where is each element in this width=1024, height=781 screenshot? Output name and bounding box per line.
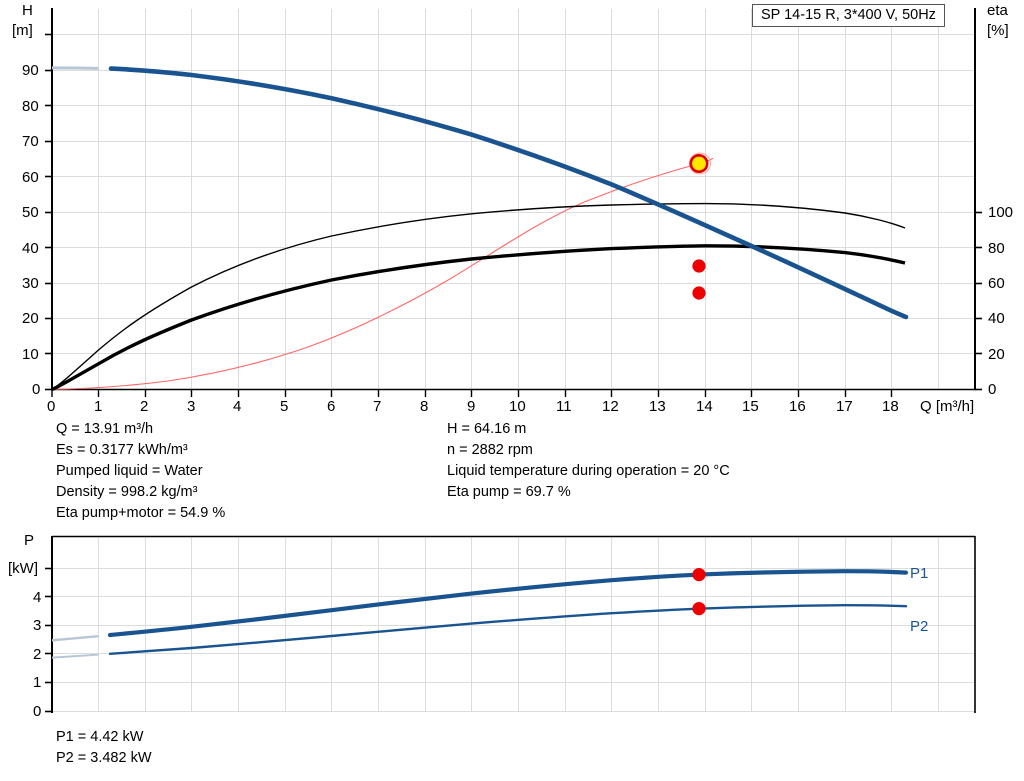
eta-pump-curve <box>51 202 906 391</box>
power-y-tick-4: 4 <box>33 589 42 606</box>
readout-eta-pump-motor: Eta pump+motor = 54.9 % <box>56 505 226 521</box>
p2-series-label: P2 <box>910 618 929 635</box>
readout-h: H = 64.16 m <box>447 421 527 437</box>
main-chart-canvas <box>45 8 982 397</box>
main-y2-tick-0: 0 <box>988 381 997 398</box>
main-chart-horizontal-gridlines <box>52 34 975 354</box>
p2-curve <box>108 603 908 655</box>
power-y-axis-label-line1: P <box>24 532 35 549</box>
main-chart-right-ticks <box>975 211 982 391</box>
readout-eta-pump: Eta pump = 69.7 % <box>447 484 571 500</box>
system-curve <box>51 157 714 391</box>
duty-point-marker[interactable] <box>689 152 711 175</box>
power-y-tick-2: 2 <box>33 646 42 663</box>
power-y-tick-1: 1 <box>33 674 42 691</box>
main-y-axis-label-line1: H <box>22 2 33 19</box>
readout-liquid-temp: Liquid temperature during operation = 20… <box>447 463 730 479</box>
main-x-tick-15: 15 <box>742 398 759 415</box>
main-chart-axes <box>51 8 976 391</box>
main-x-tick-12: 12 <box>602 398 619 415</box>
main-x-tick-16: 16 <box>789 398 806 415</box>
main-y2-tick-60: 60 <box>988 275 1005 292</box>
main-x-tick-11: 11 <box>556 398 572 415</box>
main-y-tick-90: 90 <box>22 62 39 79</box>
main-y2-tick-20: 20 <box>988 346 1005 363</box>
head-curve <box>108 66 909 320</box>
main-y-axis-label-line2: [m] <box>12 22 33 39</box>
main-y-tick-30: 30 <box>22 275 39 292</box>
main-x-tick-9: 9 <box>467 398 476 415</box>
main-x-tick-7: 7 <box>373 398 382 415</box>
main-x-tick-5: 5 <box>280 398 289 415</box>
main-y-tick-10: 10 <box>22 346 39 363</box>
main-y2-axis-label-line1: eta <box>987 2 1008 19</box>
main-chart-x-ticks <box>51 389 893 397</box>
p2-duty-marker[interactable] <box>692 602 706 616</box>
readout-pumped-liquid: Pumped liquid = Water <box>56 463 203 479</box>
main-x-tick-0: 0 <box>47 398 56 415</box>
power-chart-canvas <box>45 535 976 713</box>
main-y-tick-60: 60 <box>22 169 39 186</box>
main-y2-tick-100: 100 <box>988 204 1014 221</box>
main-x-tick-14: 14 <box>696 398 713 415</box>
power-y-tick-3: 3 <box>33 617 42 634</box>
main-y2-axis-label-line2: [%] <box>987 22 1009 39</box>
main-x-tick-2: 2 <box>140 398 149 415</box>
main-y-tick-50: 50 <box>22 204 39 221</box>
head-curve-leadin <box>51 66 99 70</box>
main-y-tick-80: 80 <box>22 98 39 115</box>
main-x-tick-18: 18 <box>882 398 899 415</box>
main-y2-tick-80: 80 <box>988 240 1005 257</box>
main-chart-left-ticks <box>45 33 52 391</box>
power-y-axis-label-line2: [kW] <box>8 560 38 577</box>
main-x-tick-13: 13 <box>649 398 666 415</box>
eta-pump-duty-marker[interactable] <box>692 259 706 273</box>
main-y-tick-20: 20 <box>22 310 39 327</box>
p1-curve <box>107 569 909 638</box>
p1-duty-marker[interactable] <box>692 568 706 582</box>
main-x-tick-8: 8 <box>420 398 429 415</box>
main-x-tick-3: 3 <box>187 398 196 415</box>
main-y-tick-40: 40 <box>22 240 39 257</box>
eta-pump-motor-curve <box>51 244 906 392</box>
p2-curve-leadin <box>51 653 99 659</box>
p1-series-label: P1 <box>910 565 929 582</box>
readout-p1: P1 = 4.42 kW <box>56 729 144 745</box>
main-chart-vertical-gridlines <box>98 9 939 389</box>
power-chart-axes <box>51 535 976 713</box>
p1-curve-leadin <box>51 635 99 642</box>
power-chart-y-ticks <box>45 567 52 713</box>
readout-es: Es = 0.3177 kWh/m³ <box>56 442 188 458</box>
chart-title-label: SP 14-15 R, 3*400 V, 50Hz <box>761 7 936 23</box>
main-x-axis-label: Q [m³/h] <box>920 398 975 415</box>
main-x-tick-1: 1 <box>94 398 103 415</box>
readout-q: Q = 13.91 m³/h <box>56 421 154 437</box>
eta-pump-motor-duty-marker[interactable] <box>692 286 706 300</box>
power-y-tick-0: 0 <box>33 703 42 720</box>
readout-density: Density = 998.2 kg/m³ <box>56 484 198 500</box>
chart-title-box: SP 14-15 R, 3*400 V, 50Hz <box>752 4 945 27</box>
readout-n: n = 2882 rpm <box>447 442 533 458</box>
main-x-tick-10: 10 <box>509 398 526 415</box>
main-x-tick-17: 17 <box>836 398 853 415</box>
main-y-tick-70: 70 <box>22 133 39 150</box>
main-x-tick-6: 6 <box>327 398 336 415</box>
main-y2-tick-40: 40 <box>988 310 1005 327</box>
main-x-tick-4: 4 <box>233 398 242 415</box>
readout-p2: P2 = 3.482 kW <box>56 750 152 766</box>
